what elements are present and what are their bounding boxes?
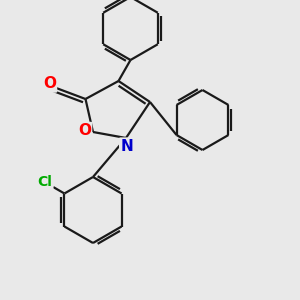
Text: Cl: Cl <box>38 175 52 189</box>
Text: O: O <box>78 123 91 138</box>
Text: N: N <box>120 139 133 154</box>
Text: O: O <box>43 76 56 92</box>
